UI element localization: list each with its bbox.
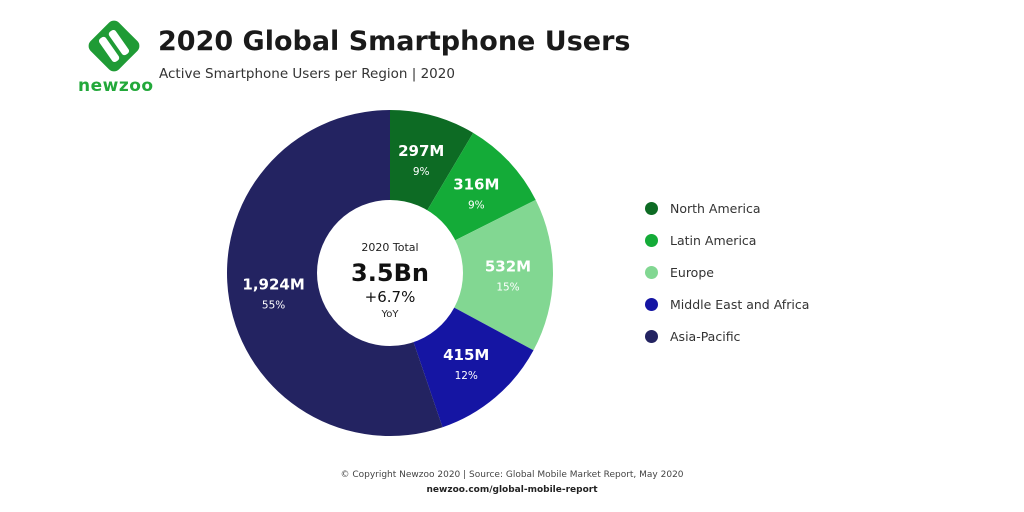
legend-label-europe: Europe <box>670 264 714 280</box>
legend-item-middle-east-and-africa: Middle East and Africa <box>645 288 809 320</box>
legend-label-asia-pacific: Asia-Pacific <box>670 328 741 344</box>
slice-value-label-asia-pacific: 1,924M <box>242 275 304 293</box>
logo-wordmark: newzoo <box>78 76 154 96</box>
legend-label-middle-east-and-africa: Middle East and Africa <box>670 296 810 312</box>
slice-percent-label-middle-east-and-africa: 12% <box>455 370 478 382</box>
newzoo-logo-icon <box>88 20 140 72</box>
legend-swatch-asia-pacific <box>645 329 658 343</box>
slice-percent-label-latin-america: 9% <box>468 200 485 212</box>
footer-url: newzoo.com/global-mobile-report <box>426 485 598 495</box>
chart-legend: North America Latin America Europe Middle E… <box>645 192 809 352</box>
slice-value-label-middle-east-and-africa: 415M <box>443 346 489 364</box>
center-total-label: 2020 Total <box>361 241 418 254</box>
donut-hole <box>317 200 463 346</box>
center-total-value: 3.5Bn <box>351 259 429 287</box>
slice-percent-label-asia-pacific: 55% <box>262 299 285 311</box>
legend-item-latin-america: Latin America <box>645 224 809 256</box>
center-growth-label: YoY <box>380 309 399 320</box>
slice-value-label-latin-america: 316M <box>453 176 499 194</box>
legend-item-north-america: North America <box>645 192 809 224</box>
slice-percent-label-north-america: 9% <box>413 166 430 178</box>
legend-swatch-latin-america <box>645 233 658 247</box>
slice-percent-label-europe: 15% <box>496 282 519 294</box>
slice-value-label-north-america: 297M <box>398 142 444 160</box>
legend-label-north-america: North America <box>670 200 761 216</box>
page-title: 2020 Global Smartphone Users <box>158 26 631 57</box>
chart-slice-labels: 297M 9% 316M 9% 532M 15% 415M 12% 1,924M 55% <box>242 142 531 382</box>
slice-value-label-europe: 532M <box>485 258 531 276</box>
footer-copyright: © Copyright Newzoo 2020 | Source: Global… <box>340 470 684 480</box>
newzoo-logo: newzoo <box>78 18 154 100</box>
legend-swatch-north-america <box>645 201 658 215</box>
legend-swatch-middle-east-and-africa <box>645 297 658 311</box>
legend-item-europe: Europe <box>645 256 809 288</box>
slice-europe <box>390 199 553 351</box>
legend-label-latin-america: Latin America <box>670 232 757 248</box>
center-growth-value: +6.7% <box>365 288 416 306</box>
legend-swatch-europe <box>645 265 658 279</box>
page-subtitle: Active Smartphone Users per Region | 202… <box>159 66 455 82</box>
donut-chart: 297M 9% 316M 9% 532M 15% 415M 12% 1,924M 55% 2020… <box>226 109 553 436</box>
legend-item-asia-pacific: Asia-Pacific <box>645 320 809 352</box>
